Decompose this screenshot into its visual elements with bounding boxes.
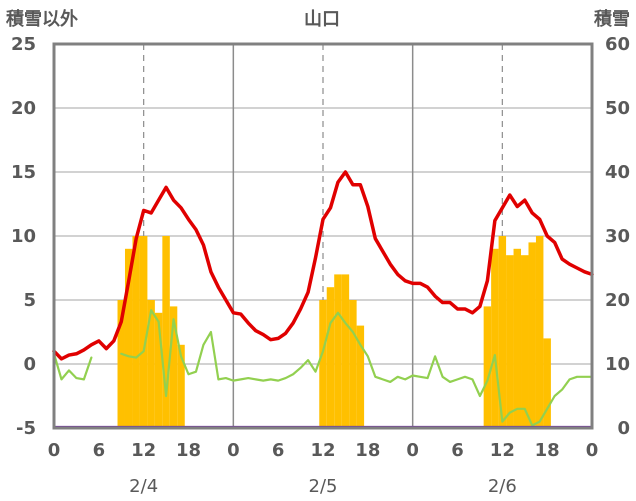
snow-bar (124, 248, 133, 428)
snow-bar (498, 236, 507, 428)
snow-bar (528, 242, 536, 428)
y-right-tick-label: 40 (605, 162, 630, 183)
x-hour-tick-label: 0 (227, 440, 240, 461)
snow-bar (139, 236, 148, 428)
snow-bar (334, 274, 342, 428)
y-left-tick-label: 25 (11, 34, 36, 55)
y-right-tick-label: 20 (605, 290, 630, 311)
snow-bar (162, 236, 170, 428)
y-left-tick-label: 0 (23, 354, 36, 375)
snow-bar (154, 312, 163, 428)
snow-bar (147, 300, 155, 428)
x-hour-tick-label: 18 (535, 440, 560, 461)
snow-bar (132, 236, 140, 428)
snow-bar (521, 255, 529, 428)
snow-bar (535, 236, 544, 428)
green-line (52, 309, 594, 427)
snow-bar (543, 338, 551, 428)
y-right-tick-label: 60 (605, 34, 630, 55)
y-left-tick-label: 5 (23, 290, 36, 311)
y-right-tick-label: 50 (605, 98, 630, 119)
x-hour-tick-label: 6 (93, 440, 106, 461)
snow-bar (117, 300, 125, 428)
y-left-tick-label: 15 (11, 162, 36, 183)
y-left-tick-label: 10 (11, 226, 36, 247)
red-line (52, 170, 594, 361)
y-right-tick-label: 10 (605, 354, 630, 375)
x-hour-tick-label: 12 (310, 440, 335, 461)
snow-bar (341, 274, 350, 428)
x-hour-tick-label: 6 (451, 440, 464, 461)
x-date-label: 2/4 (129, 476, 158, 497)
snow-bar (349, 300, 357, 428)
right-axis-title: 積雪 (593, 8, 630, 30)
x-hour-tick-label: 18 (176, 440, 201, 461)
chart-title: 山口 (304, 9, 340, 30)
snow-bar (319, 300, 327, 428)
snow-bar (506, 255, 514, 428)
x-hour-tick-label: 0 (48, 440, 61, 461)
x-hour-tick-label: 0 (586, 440, 599, 461)
x-hour-tick-label: 6 (272, 440, 285, 461)
y-left-tick-label: -5 (16, 418, 36, 439)
y-right-tick-label: 0 (617, 418, 630, 439)
x-hour-tick-label: 18 (355, 440, 380, 461)
snow-bar (483, 306, 492, 428)
snow-bar (169, 306, 178, 428)
x-date-label: 2/5 (309, 476, 338, 497)
y-right-tick-label: 30 (605, 226, 630, 247)
y-left-tick-label: 20 (11, 98, 36, 119)
snow-bar (177, 344, 185, 428)
plot-frame (52, 42, 594, 430)
snow-bar (356, 325, 365, 428)
snow-bar (326, 287, 335, 428)
left-axis-title: 積雪以外 (5, 8, 78, 30)
x-hour-tick-label: 12 (131, 440, 156, 461)
x-hour-tick-label: 0 (406, 440, 419, 461)
x-hour-tick-label: 12 (490, 440, 515, 461)
x-date-label: 2/6 (488, 476, 517, 497)
snow-bar (513, 248, 522, 428)
snow-bar (491, 248, 499, 428)
snow-bars (117, 236, 551, 428)
plot-border (52, 42, 594, 430)
